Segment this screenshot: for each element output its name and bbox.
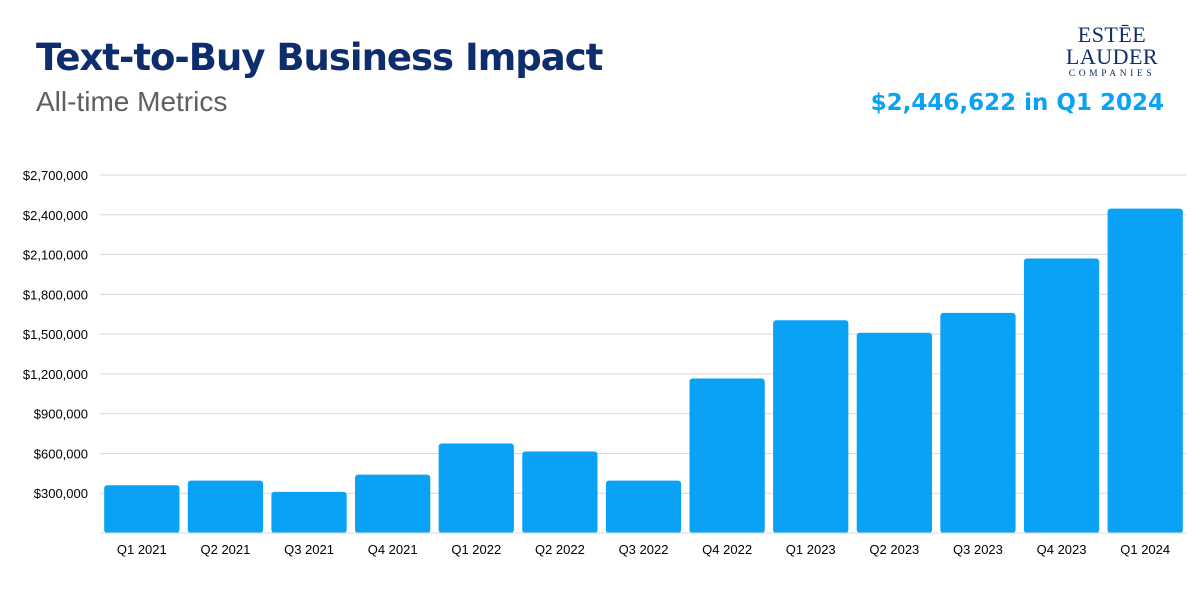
x-tick-label: Q3 2022 xyxy=(619,542,669,557)
x-axis-ticks: Q1 2021 Q2 2021 Q3 2021 Q4 2021 Q1 2022 Q2 20… xyxy=(117,542,1170,557)
x-tick-label: Q3 2023 xyxy=(953,542,1003,557)
y-tick-label: $900,000 xyxy=(34,407,88,422)
bar xyxy=(1023,258,1100,533)
logo-line-1: ESTĒE xyxy=(1077,22,1147,47)
y-tick-label: $1,200,000 xyxy=(23,367,88,382)
x-tick-label: Q2 2023 xyxy=(869,542,919,557)
bar xyxy=(856,332,932,533)
bar xyxy=(271,491,347,533)
bar xyxy=(940,312,1016,533)
x-tick-label: Q2 2021 xyxy=(200,542,250,557)
x-tick-label: Q1 2022 xyxy=(451,542,501,557)
bar xyxy=(104,485,180,533)
x-tick-label: Q2 2022 xyxy=(535,542,585,557)
logo-line-2: LAUDER xyxy=(1065,44,1159,69)
y-axis-ticks: $300,000 $600,000 $900,000 $1,200,000 $1,500… xyxy=(23,168,88,501)
y-tick-label: $300,000 xyxy=(34,486,88,501)
x-tick-label: Q1 2021 xyxy=(117,542,167,557)
x-tick-label: Q4 2021 xyxy=(368,542,418,557)
bar xyxy=(773,320,849,533)
bar xyxy=(355,474,431,533)
highlight-value: $2,446,622 in Q1 2024 xyxy=(870,90,1164,116)
bar xyxy=(1107,208,1183,533)
y-tick-label: $1,500,000 xyxy=(23,327,88,342)
chart-title: Text-to-Buy Business Impact xyxy=(36,36,603,79)
chart-subtitle: All-time Metrics xyxy=(36,86,228,117)
bar xyxy=(689,378,765,533)
y-tick-label: $2,400,000 xyxy=(23,208,88,223)
x-tick-label: Q1 2023 xyxy=(786,542,836,557)
y-tick-label: $1,800,000 xyxy=(23,287,88,302)
bar xyxy=(522,451,598,533)
y-tick-label: $2,100,000 xyxy=(23,248,88,263)
y-tick-label: $2,700,000 xyxy=(23,168,88,183)
bar xyxy=(438,443,514,533)
bar xyxy=(187,480,264,533)
logo-line-3: COMPANIES xyxy=(1068,69,1156,79)
x-tick-label: Q4 2023 xyxy=(1037,542,1087,557)
x-tick-label: Q4 2022 xyxy=(702,542,752,557)
estee-lauder-logo: ESTĒE LAUDER COMPANIES xyxy=(1060,24,1164,80)
x-tick-label: Q3 2021 xyxy=(284,542,334,557)
x-tick-label: Q1 2024 xyxy=(1120,542,1170,557)
y-tick-label: $600,000 xyxy=(34,446,88,461)
bar xyxy=(605,480,682,533)
bars xyxy=(104,208,1183,533)
